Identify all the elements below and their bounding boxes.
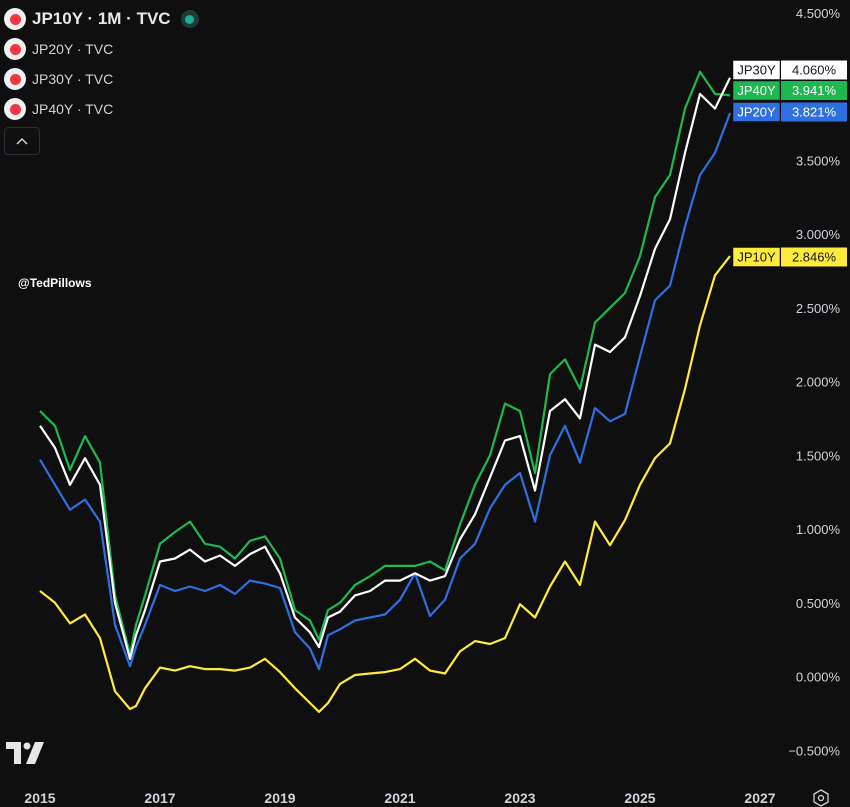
symbol-logo-icon xyxy=(4,38,26,60)
settings-icon[interactable] xyxy=(812,789,830,807)
series-name-text: JP40Y xyxy=(737,83,776,98)
series-line-jp30y xyxy=(39,77,731,660)
legend-label: JP20Y · TVC xyxy=(32,41,114,57)
symbol-logo-icon xyxy=(4,8,26,30)
y-tick-label: 2.500% xyxy=(796,301,841,316)
x-tick-label: 2025 xyxy=(624,790,655,806)
y-tick-label: 3.000% xyxy=(796,227,841,242)
series-name-text: JP30Y xyxy=(737,63,776,78)
series-line-jp40y xyxy=(39,70,731,656)
series-name-badge xyxy=(732,247,781,267)
value-badge xyxy=(781,247,847,267)
series-name-badge xyxy=(732,102,781,122)
value-badge xyxy=(781,81,847,100)
series-value-text: 4.060% xyxy=(792,63,837,78)
series-name-text: JP20Y xyxy=(737,105,776,120)
author-watermark: @TedPillows xyxy=(18,276,92,290)
symbol-logo-icon xyxy=(4,68,26,90)
collapse-legend-button[interactable] xyxy=(4,127,40,155)
y-tick-label: 1.500% xyxy=(796,448,841,463)
x-tick-label: 2017 xyxy=(144,790,175,806)
series-value-text: 3.941% xyxy=(792,83,837,98)
x-tick-label: 2027 xyxy=(744,790,775,806)
last-value-label-jp20y: JP20Y 3.821% xyxy=(732,102,847,122)
market-status-icon[interactable] xyxy=(180,10,199,28)
y-tick-label: 0.500% xyxy=(796,596,841,611)
symbol-logo-icon xyxy=(4,98,26,120)
legend-label: JP40Y · TVC xyxy=(32,101,114,117)
legend-main-label: JP10Y · 1M · TVC xyxy=(32,9,171,28)
y-tick-label: 2.000% xyxy=(796,375,841,390)
y-tick-label: 4.500% xyxy=(796,6,841,21)
legend-row-jp30y[interactable]: JP30Y · TVC xyxy=(4,64,199,94)
series-value-text: 3.821% xyxy=(792,105,837,120)
legend-row-main[interactable]: JP10Y · 1M · TVC xyxy=(4,4,199,34)
legend-row-jp40y[interactable]: JP40Y · TVC xyxy=(4,94,199,124)
y-tick-label: 3.500% xyxy=(796,153,841,168)
last-value-label-jp30y: JP30Y 4.060% xyxy=(732,60,847,80)
x-tick-label: 2015 xyxy=(24,790,55,806)
series-name-text: JP10Y xyxy=(737,250,776,265)
x-tick-label: 2019 xyxy=(264,790,295,806)
value-badge xyxy=(781,60,847,80)
last-value-label-jp10y: JP10Y 2.846% xyxy=(732,247,847,267)
chevron-up-icon xyxy=(16,137,28,145)
y-tick-label: 1.000% xyxy=(796,522,841,537)
legend-row-jp20y[interactable]: JP20Y · TVC xyxy=(4,34,199,64)
value-badge xyxy=(781,102,847,122)
series-name-badge xyxy=(732,60,781,80)
x-tick-label: 2021 xyxy=(384,790,415,806)
chart-legend: JP10Y · 1M · TVC JP20Y · TVC JP30Y · TVC… xyxy=(4,4,199,124)
last-value-label-jp40y: JP40Y 3.941% xyxy=(732,80,847,101)
series-name-badge xyxy=(732,80,781,101)
legend-label: JP30Y · TVC xyxy=(32,71,114,87)
y-tick-label: −0.500% xyxy=(788,743,840,758)
series-line-jp20y xyxy=(39,112,732,671)
series-line-jp10y xyxy=(39,255,731,714)
series-value-text: 2.846% xyxy=(792,250,837,265)
y-tick-label: 0.000% xyxy=(796,670,841,685)
tradingview-logo-icon[interactable] xyxy=(6,742,46,764)
x-tick-label: 2023 xyxy=(504,790,535,806)
